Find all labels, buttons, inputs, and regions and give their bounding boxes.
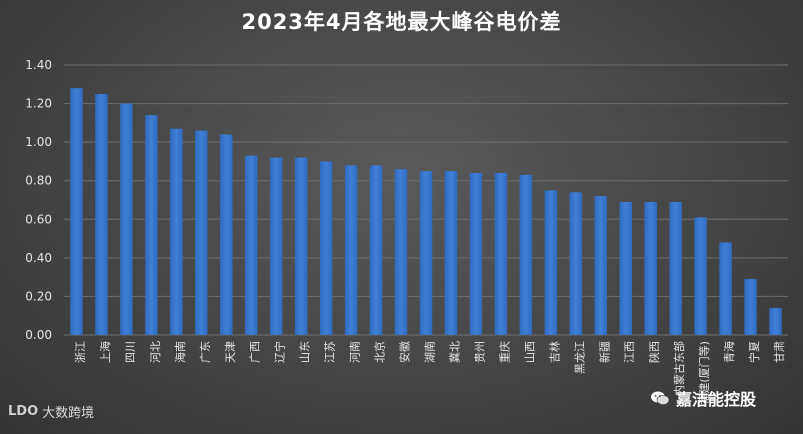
y-tick-label: 0.00 xyxy=(25,328,52,342)
bar-山西 xyxy=(519,174,533,335)
source-label: 大数跨境 xyxy=(42,406,95,421)
x-tick-label: 河南 xyxy=(349,341,362,363)
y-tick-label: 0.80 xyxy=(25,174,52,188)
x-tick-label: 海南 xyxy=(173,341,187,363)
x-tick-label: 辽宁 xyxy=(273,341,287,363)
x-tick-label: 浙江 xyxy=(74,341,87,363)
bar-湖南 xyxy=(419,171,433,335)
y-tick-label: 0.60 xyxy=(25,212,52,226)
bar-辽宁 xyxy=(269,157,283,335)
x-tick-label: 北京 xyxy=(373,341,387,363)
bar-浙江 xyxy=(70,88,83,336)
x-tick-label: 河北 xyxy=(149,341,162,363)
x-tick-label: 江苏 xyxy=(324,341,337,363)
bar-新疆 xyxy=(594,196,607,335)
bar-河北 xyxy=(145,115,158,336)
x-tick-label: 四川 xyxy=(124,341,137,363)
wechat-icon xyxy=(650,390,670,406)
wechat-watermark: 嘉洁能控股 xyxy=(650,386,756,410)
x-tick-label: 广西 xyxy=(249,341,262,363)
x-tick-label: 甘肃 xyxy=(773,341,786,363)
bar-series xyxy=(70,88,782,336)
x-tick-label: 山东 xyxy=(299,341,312,363)
bar-青海 xyxy=(719,242,732,335)
x-tick-label: 上海 xyxy=(98,341,112,363)
wechat-account-name: 嘉洁能控股 xyxy=(676,390,757,409)
bar-重庆 xyxy=(494,173,508,335)
bar-江苏 xyxy=(319,161,333,335)
x-tick-label: 冀北 xyxy=(447,341,461,363)
bar-广东 xyxy=(195,130,208,335)
x-tick-label: 江西 xyxy=(623,341,636,363)
x-tick-label: 内蒙古东部 xyxy=(672,341,686,396)
x-tick-label: 安徽 xyxy=(398,341,412,363)
bar-内蒙古东部 xyxy=(669,201,682,335)
bar-天津 xyxy=(220,134,233,335)
x-tick-label: 青海 xyxy=(722,341,736,363)
y-axis-ticks: 0.00 0.20 0.40 0.60 0.80 1.00 1.20 1.40 xyxy=(25,58,52,342)
x-tick-label: 黑龙江 xyxy=(573,341,586,374)
bar-吉林 xyxy=(544,190,558,335)
x-tick-label: 吉林 xyxy=(547,341,561,363)
x-tick-label: 宁夏 xyxy=(747,341,761,363)
x-tick-label: 陕西 xyxy=(647,341,661,363)
x-tick-label: 贵州 xyxy=(473,341,486,363)
bar-海南 xyxy=(170,128,183,335)
source-logo: LDO 大数跨境 xyxy=(8,402,94,421)
x-tick-label: 福建(厦门等) xyxy=(697,341,711,405)
y-tick-label: 1.00 xyxy=(25,135,52,149)
x-tick-label: 新疆 xyxy=(597,341,611,363)
bar-甘肃 xyxy=(769,308,782,335)
x-tick-label: 广东 xyxy=(199,341,212,363)
x-tick-label: 天津 xyxy=(224,341,237,363)
y-tick-label: 1.20 xyxy=(25,97,52,111)
y-tick-label: 0.40 xyxy=(25,251,52,265)
x-tick-label: 山西 xyxy=(523,341,536,363)
bar-北京 xyxy=(369,165,383,335)
bar-广西 xyxy=(245,155,258,335)
source-logo-mark: LDO xyxy=(8,404,39,419)
y-tick-label: 1.40 xyxy=(25,58,52,72)
bar-贵州 xyxy=(469,173,483,335)
bar-黑龙江 xyxy=(569,192,583,335)
bar-安徽 xyxy=(394,169,408,335)
x-tick-label: 湖南 xyxy=(424,341,437,363)
chart-title: 2023年4月各地最大峰谷电价差 xyxy=(241,10,562,34)
bar-宁夏 xyxy=(744,279,757,335)
x-axis-ticks: 浙江 上海 四川 河北 海南 广东 天津 广西 辽宁 山东 江苏 河南 北京 安徽 湖南 冀北 贵州 重庆 山西 吉林… xyxy=(74,341,786,405)
bar-冀北 xyxy=(444,171,458,335)
x-tick-label: 重庆 xyxy=(497,341,511,363)
bar-上海 xyxy=(95,93,108,335)
bar-河南 xyxy=(344,165,358,335)
bar-山东 xyxy=(294,157,308,335)
bar-福建(厦门等) xyxy=(694,217,707,335)
bar-四川 xyxy=(120,103,133,335)
bar-陕西 xyxy=(644,201,657,335)
y-tick-label: 0.20 xyxy=(25,289,52,303)
bar-江西 xyxy=(619,201,632,335)
